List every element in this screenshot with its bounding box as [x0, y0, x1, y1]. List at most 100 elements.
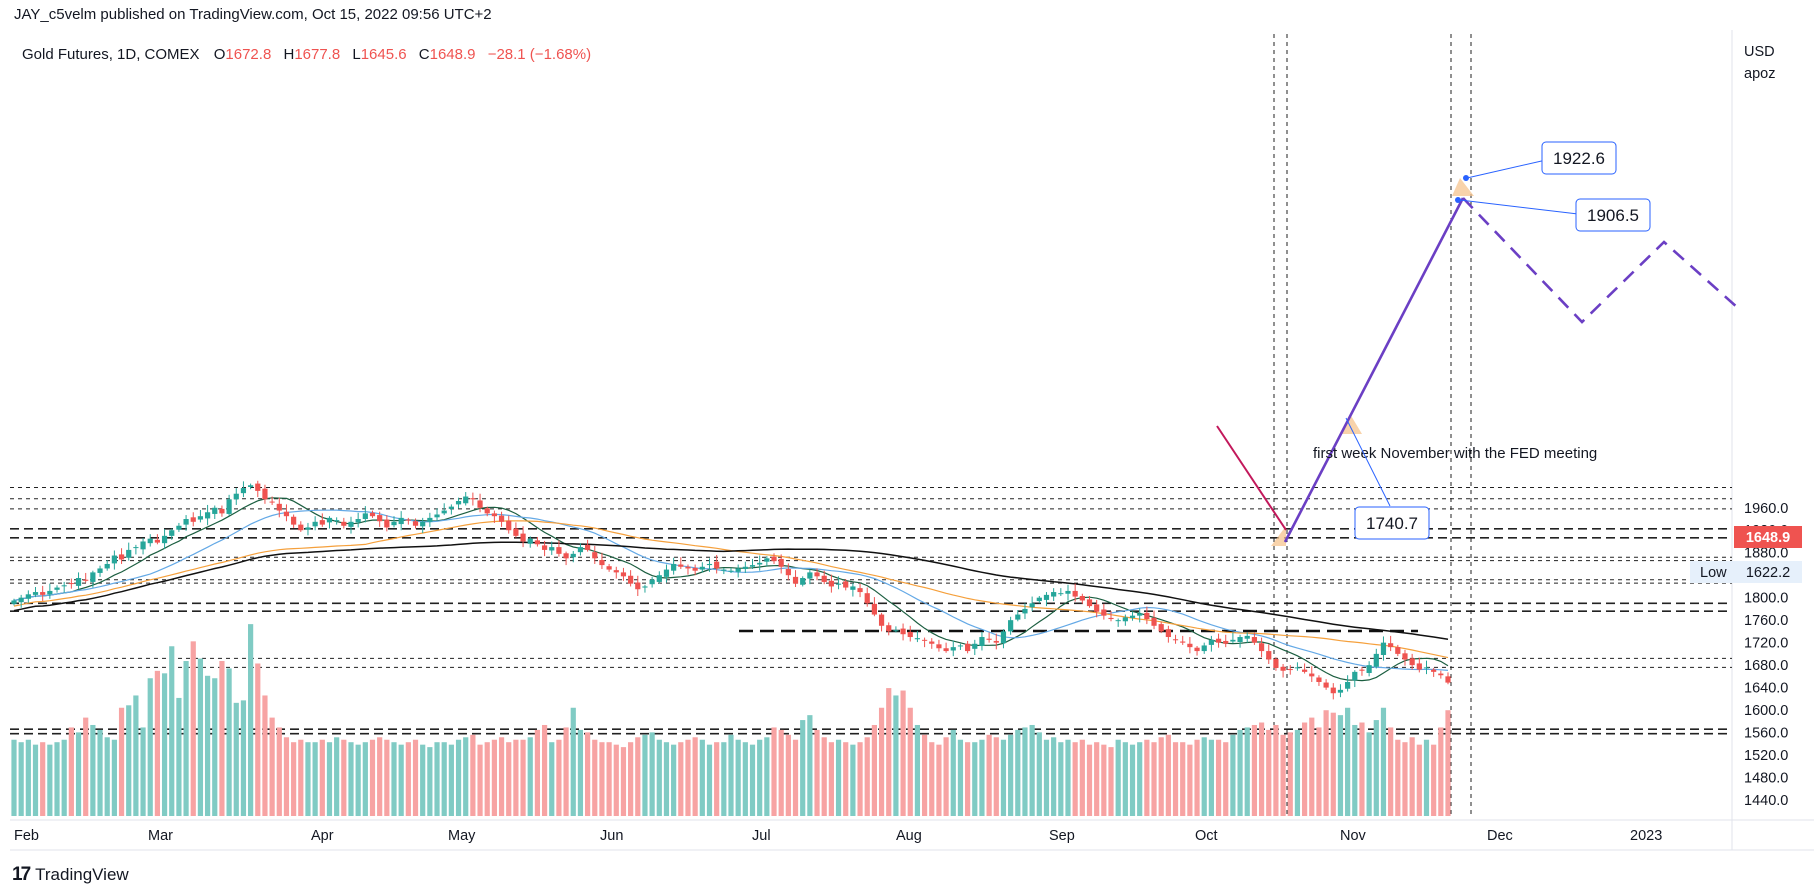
candle-body [1201, 645, 1207, 652]
volume-bar [721, 742, 727, 816]
volume-bar [398, 744, 404, 816]
candle-body [61, 585, 67, 587]
volume-bar [190, 641, 196, 816]
volume-bar [341, 739, 347, 816]
candle-body [133, 547, 139, 549]
candle-body [47, 590, 53, 595]
callout-target-1[interactable]: 1922.6 [1466, 141, 1617, 179]
volume-bar [118, 707, 125, 816]
candle-body [692, 567, 698, 571]
volume-bar [893, 695, 899, 816]
candle-body [190, 517, 196, 522]
volume-bar [1208, 739, 1214, 816]
volume-bar [1180, 742, 1186, 816]
candle-body [118, 554, 125, 560]
volume-bar [1215, 739, 1222, 816]
volume-bar [972, 742, 978, 816]
volume-bar [61, 739, 67, 816]
candle-body [1194, 647, 1200, 652]
volume-bar [1036, 732, 1042, 816]
volume-bar [1158, 737, 1164, 816]
tradingview-logo[interactable]: 17 TradingView [12, 864, 129, 886]
volume-bar [1172, 742, 1179, 816]
candle-body [714, 561, 720, 569]
volume-bar [1051, 737, 1057, 816]
volume-bar [1359, 722, 1365, 816]
candle-body [491, 513, 497, 517]
volume-bar [1366, 732, 1372, 816]
volume-bar [319, 739, 325, 816]
volume-bar [1287, 732, 1293, 816]
volume-bar [477, 744, 483, 816]
candle-body [835, 583, 842, 585]
volume-bar [656, 739, 662, 816]
volume-bar [427, 747, 433, 816]
volume-bar [498, 737, 505, 816]
volume-bar [1423, 739, 1430, 816]
volume-bar [742, 742, 748, 816]
candle-body [377, 515, 383, 522]
candle-body [549, 547, 555, 551]
volume-bar [355, 744, 361, 816]
candle-body [807, 572, 813, 579]
candle-body [455, 501, 462, 505]
time-axis-ticks: Feb Mar Apr May Jun Jul Aug Sep Oct Nov Dec 2023 [14, 828, 1662, 844]
legend-close-label: C [419, 46, 430, 63]
candle-body [699, 566, 705, 570]
candle-body [936, 644, 942, 649]
candle-body [728, 570, 734, 572]
fed-meeting-note[interactable]: first week November with the FED meeting [1313, 445, 1597, 462]
candle-body [563, 553, 569, 559]
candle-body [778, 558, 784, 567]
volume-bar [291, 742, 297, 816]
candle-body [943, 648, 949, 652]
candle-body [1395, 647, 1401, 654]
candle-body [1072, 590, 1078, 597]
volume-bar [283, 737, 290, 816]
candle-body [914, 638, 921, 640]
candle-body [1345, 681, 1351, 689]
candle-body [871, 603, 877, 615]
volume-bar [420, 744, 426, 816]
volume-bar [1115, 739, 1121, 816]
volume-bar [513, 739, 519, 816]
callout-target-2[interactable]: 1906.5 [1459, 198, 1651, 232]
callout-level[interactable]: 1740.7 [1345, 417, 1430, 540]
volume-bar [706, 744, 713, 816]
candle-body [197, 516, 204, 520]
volume-bar [126, 705, 132, 816]
volume-bar [68, 727, 74, 816]
volume-bar [362, 742, 368, 816]
volume-bar [1223, 742, 1229, 816]
volume-bar [914, 724, 921, 816]
volume-bar [635, 737, 641, 816]
volume-bar [32, 744, 39, 816]
candle-body [276, 503, 282, 511]
candle-body [742, 566, 748, 570]
candle-body [800, 578, 806, 585]
legend-close: 1648.9 [430, 46, 476, 63]
candle-body [1172, 639, 1179, 641]
candle-body [1151, 617, 1157, 626]
volume-bar [685, 739, 691, 816]
volume-bar [549, 742, 555, 816]
volume-bar [183, 661, 189, 816]
low-label-value: 1622.2 [1746, 565, 1790, 581]
candle-body [212, 507, 218, 514]
candle-body [154, 539, 160, 543]
volume-bar [1108, 747, 1114, 816]
volume-bar [1323, 710, 1329, 816]
candle-body [1051, 592, 1057, 597]
candle-body [326, 517, 333, 523]
legend-low: 1645.6 [361, 46, 407, 63]
price-tick-label: 1440.0 [1744, 793, 1788, 809]
candle-body [1330, 687, 1336, 694]
candle-body [312, 521, 318, 527]
volume-bar [1402, 742, 1408, 816]
candle-body [843, 581, 849, 588]
legend-high-label: H [283, 46, 294, 63]
callout-level-leader [1345, 417, 1391, 507]
volume-bar [240, 700, 247, 816]
projection-drawing[interactable] [1216, 175, 1739, 543]
